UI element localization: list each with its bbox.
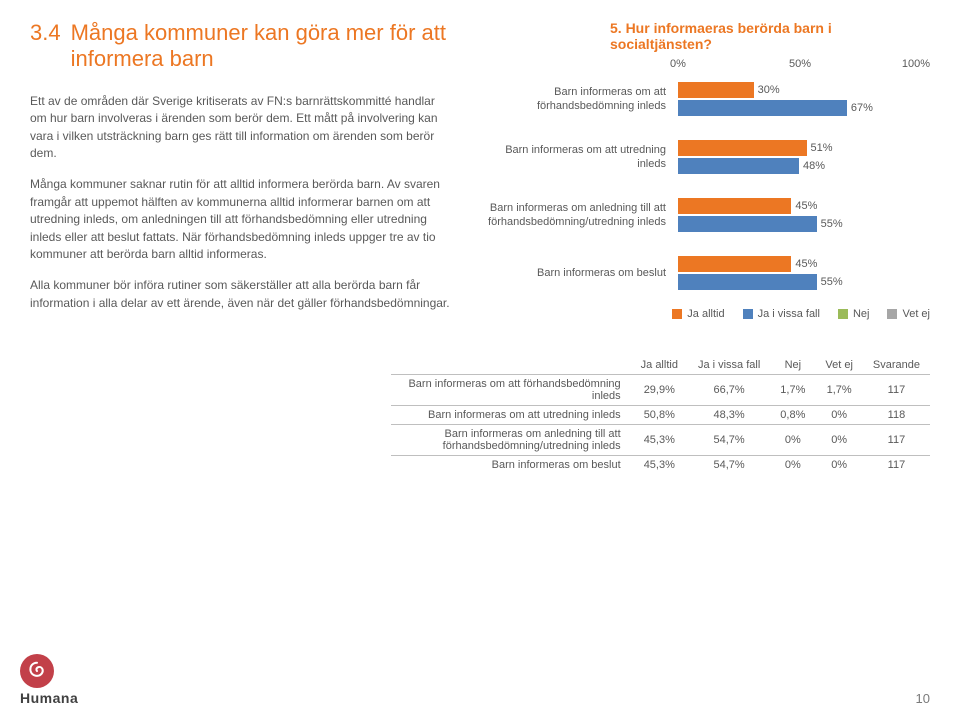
table-row: Barn informeras om anledning till att fö… <box>391 425 930 456</box>
table-row-label: Barn informeras om anledning till att fö… <box>391 425 631 456</box>
table-cell: 54,7% <box>688 456 770 475</box>
chart-bar-value: 67% <box>847 102 873 114</box>
chart-bar-value: 45% <box>791 200 817 212</box>
chart-legend: Ja alltid Ja i vissa fall Nej Vet ej <box>480 308 930 320</box>
table-cell: 0% <box>770 456 815 475</box>
legend-swatch <box>743 309 753 319</box>
table-cell: 1,7% <box>815 375 863 406</box>
table-cell: 45,3% <box>631 425 688 456</box>
legend-item: Ja alltid <box>672 308 724 320</box>
brand-name: Humana <box>20 690 78 706</box>
table-cell: 0% <box>815 406 863 425</box>
chart-bar <box>678 216 817 232</box>
table-row: Barn informeras om att förhandsbedömning… <box>391 375 930 406</box>
page-number: 10 <box>916 691 930 706</box>
chart-bars: 45%55% <box>678 198 930 234</box>
table-cell: 29,9% <box>631 375 688 406</box>
paragraph: Ett av de områden där Sverige kritiserat… <box>30 93 450 163</box>
chart-bars: 30% 67% <box>678 82 930 118</box>
table-row-label: Barn informeras om att förhandsbedömning… <box>391 375 631 406</box>
chart-bar-value: 55% <box>817 218 843 230</box>
table-header: Ja alltid <box>631 356 688 375</box>
table-row-label: Barn informeras om att utredning inleds <box>391 406 631 425</box>
logo-icon <box>20 654 54 688</box>
table-cell: 118 <box>863 406 930 425</box>
chart-row-label: Barn informeras om att förhandsbedömning… <box>480 86 670 114</box>
section-number: 3.4 <box>30 20 61 73</box>
data-table-area: Ja alltid Ja i vissa fall Nej Vet ej Sva… <box>30 356 930 474</box>
axis-tick: 0% <box>670 58 757 70</box>
table-cell: 48,3% <box>688 406 770 425</box>
chart-body: Barn informeras om att förhandsbedömning… <box>480 82 930 292</box>
legend-label: Nej <box>853 308 870 320</box>
chart-bar <box>678 158 799 174</box>
legend-item: Vet ej <box>887 308 930 320</box>
axis-tick: 100% <box>843 58 930 70</box>
legend-label: Vet ej <box>902 308 930 320</box>
table-cell: 66,7% <box>688 375 770 406</box>
chart-bar <box>678 256 791 272</box>
legend-swatch <box>838 309 848 319</box>
table-row: Barn informeras om beslut45,3%54,7%0%0%1… <box>391 456 930 475</box>
chart-row: Barn informeras om anledning till att fö… <box>480 198 930 234</box>
chart-row: Barn informeras om att förhandsbedömning… <box>480 82 930 118</box>
table-row: Barn informeras om att utredning inleds5… <box>391 406 930 425</box>
chart-bar-value: 48% <box>799 160 825 172</box>
paragraph: Alla kommuner bör införa rutiner som säk… <box>30 277 450 312</box>
chart-bar-value: 55% <box>817 276 843 288</box>
legend-item: Nej <box>838 308 870 320</box>
table-cell: 117 <box>863 375 930 406</box>
table-cell: 0% <box>815 425 863 456</box>
page-footer: Humana 10 <box>20 654 930 706</box>
chart-column: 5. Hur informaeras berörda barn i social… <box>480 20 930 326</box>
section-title: Många kommuner kan göra mer för att info… <box>71 20 450 73</box>
table-header: Vet ej <box>815 356 863 375</box>
chart-row: Barn informeras om att utredning inleds 5… <box>480 140 930 176</box>
table-header: Svarande <box>863 356 930 375</box>
chart-bar <box>678 274 817 290</box>
chart-bars: 51% 48% <box>678 140 930 176</box>
chart-bar <box>678 140 807 156</box>
data-table: Ja alltid Ja i vissa fall Nej Vet ej Sva… <box>391 356 930 474</box>
legend-swatch <box>887 309 897 319</box>
chart-bar <box>678 82 754 98</box>
legend-item: Ja i vissa fall <box>743 308 820 320</box>
chart-row-label: Barn informeras om att utredning inleds <box>480 144 670 172</box>
chart-bar-value: 30% <box>754 84 780 96</box>
table-header: Ja i vissa fall <box>688 356 770 375</box>
paragraph: Många kommuner saknar rutin för att allt… <box>30 176 450 263</box>
table-cell: 0% <box>815 456 863 475</box>
chart-bar-value: 51% <box>807 142 833 154</box>
legend-label: Ja alltid <box>687 308 724 320</box>
table-cell: 50,8% <box>631 406 688 425</box>
chart-row-label: Barn informeras om anledning till att fö… <box>480 202 670 230</box>
swirl-icon <box>26 660 48 682</box>
text-column: 3.4 Många kommuner kan göra mer för att … <box>30 20 450 326</box>
brand-logo: Humana <box>20 654 78 706</box>
chart-bar-value: 45% <box>791 258 817 270</box>
chart-bar <box>678 100 847 116</box>
table-cell: 1,7% <box>770 375 815 406</box>
chart-title: 5. Hur informaeras berörda barn i social… <box>480 20 930 52</box>
table-cell: 117 <box>863 425 930 456</box>
table-cell: 45,3% <box>631 456 688 475</box>
table-cell: 0% <box>770 425 815 456</box>
section-heading: 3.4 Många kommuner kan göra mer för att … <box>30 20 450 73</box>
table-cell: 0,8% <box>770 406 815 425</box>
legend-label: Ja i vissa fall <box>758 308 820 320</box>
chart-bar <box>678 198 791 214</box>
table-cell: 54,7% <box>688 425 770 456</box>
legend-swatch <box>672 309 682 319</box>
chart-row: Barn informeras om beslut 45%55% <box>480 256 930 292</box>
axis-tick: 50% <box>757 58 844 70</box>
table-row-label: Barn informeras om beslut <box>391 456 631 475</box>
chart-axis: 0% 50% 100% <box>480 58 930 70</box>
chart-row-label: Barn informeras om beslut <box>480 267 670 281</box>
table-header: Nej <box>770 356 815 375</box>
chart-bars: 45%55% <box>678 256 930 292</box>
table-cell: 117 <box>863 456 930 475</box>
